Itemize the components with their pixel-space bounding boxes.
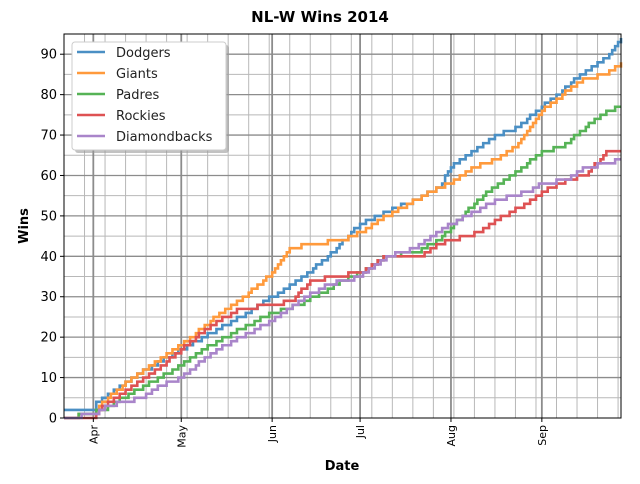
x-tick-label: Jun (266, 425, 279, 443)
x-tick-label: May (175, 425, 188, 448)
y-tick-label: 0 (49, 412, 57, 427)
x-tick-label: Apr (87, 425, 100, 445)
series-line-diamondbacks (64, 158, 621, 420)
legend-label: Padres (116, 88, 160, 103)
x-tick-label: Sep (536, 425, 549, 446)
y-tick-label: 50 (40, 209, 57, 224)
axis-ticks: 0 10 20 30 40 50 60 70 80 90 Apr May Jun Jul Aug Sep (40, 48, 548, 448)
y-tick-label: 10 (40, 371, 57, 386)
plot-frame (63, 33, 622, 419)
legend: Dodgers Giants Padres Rockies Diamondbacks (71, 41, 229, 153)
x-axis-label: Date (325, 459, 360, 474)
y-tick-label: 90 (40, 48, 57, 63)
y-tick-label: 40 (40, 250, 57, 265)
chart-title: NL-W Wins 2014 (251, 8, 389, 26)
y-tick-label: 80 (40, 88, 57, 103)
y-tick-label: 60 (40, 169, 57, 184)
y-tick-label: 20 (40, 331, 57, 346)
series-line-padres (64, 105, 621, 420)
legend-box (71, 41, 227, 151)
x-tick-label: Jul (354, 425, 367, 439)
y-axis-label: Wins (17, 208, 32, 244)
series-line-rockies (64, 149, 621, 420)
legend-label: Dodgers (116, 46, 171, 61)
legend-label: Diamondbacks (116, 130, 213, 145)
series-line-giants (64, 62, 623, 420)
y-tick-label: 70 (40, 129, 57, 144)
x-tick-label: Aug (445, 425, 458, 446)
series-lines (64, 38, 623, 420)
legend-label: Rockies (116, 109, 166, 124)
y-tick-label: 30 (40, 290, 57, 305)
legend-label: Giants (116, 67, 158, 82)
